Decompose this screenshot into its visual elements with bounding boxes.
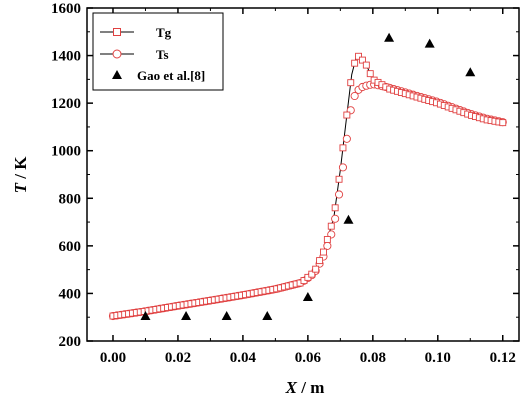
gao-point <box>384 32 395 42</box>
x-axis-title: X / m <box>285 378 325 397</box>
y-tick-label: 600 <box>59 239 82 255</box>
tg-point <box>339 144 347 152</box>
tg-point <box>499 119 507 127</box>
legend-circle-marker <box>112 49 122 59</box>
gao-point <box>302 291 313 301</box>
x-tick-label: 0.02 <box>165 350 191 366</box>
y-tick-label: 1600 <box>51 1 81 17</box>
y-tick-label: 800 <box>59 191 82 207</box>
ts-point <box>335 190 344 199</box>
legend-label-tg: Tg <box>156 25 172 40</box>
tg-point <box>316 257 324 265</box>
x-axis-unit: / m <box>297 378 324 397</box>
tg-point <box>335 175 343 183</box>
y-tick-label: 200 <box>59 334 82 350</box>
x-tick-label: 0.04 <box>230 350 257 366</box>
legend-item-ts: Ts <box>100 47 169 62</box>
legend: Tg Ts Gao et al.[8] <box>92 12 224 91</box>
axis-ticks <box>87 7 519 342</box>
ts-point <box>338 163 348 172</box>
x-tick-label: 0.10 <box>425 350 451 366</box>
gao-point <box>140 311 151 321</box>
y-axis-var: T <box>11 182 30 193</box>
tg-point <box>358 56 366 64</box>
y-tick-labels: 200 400 600 800 1000 1200 1400 1600 <box>51 1 81 350</box>
legend-square-marker <box>113 28 121 36</box>
ts-point <box>350 91 359 101</box>
x-axis-var: X <box>285 378 298 397</box>
y-tick-label: 1200 <box>51 96 81 112</box>
tg-point <box>320 248 327 256</box>
gao-point <box>221 311 232 321</box>
gao-point <box>181 311 192 321</box>
legend-item-tg: Tg <box>100 25 172 40</box>
tg-point <box>351 59 359 67</box>
x-tick-labels: 0.00 0.02 0.04 0.06 0.08 0.10 0.12 <box>100 350 516 366</box>
tg-point <box>355 52 362 60</box>
gao-point <box>424 38 435 48</box>
ts-point <box>331 214 340 223</box>
gao-point <box>465 67 476 77</box>
legend-label-gao: Gao et al.[8] <box>137 68 205 83</box>
y-axis-unit: / K <box>11 156 30 183</box>
tg-point <box>347 79 355 87</box>
tg-point <box>362 61 370 69</box>
y-tick-label: 400 <box>59 286 82 302</box>
tg-point <box>323 236 331 243</box>
gao-point <box>343 214 354 224</box>
x-tick-label: 0.08 <box>360 350 386 366</box>
y-tick-label: 1400 <box>51 49 81 65</box>
tg-point <box>343 111 351 119</box>
ts-point <box>323 241 332 250</box>
y-axis-title: T / K <box>11 156 30 194</box>
tg-point <box>308 270 316 278</box>
x-tick-label: 0.12 <box>490 350 516 366</box>
x-tick-label: 0.00 <box>100 350 126 366</box>
y-tick-label: 1000 <box>51 144 81 160</box>
x-tick-label: 0.06 <box>295 350 322 366</box>
legend-item-gao: Gao et al.[8] <box>112 68 205 83</box>
legend-label-ts: Ts <box>156 47 169 62</box>
legend-triangle-marker <box>112 70 122 79</box>
tg-point <box>312 265 320 273</box>
tg-point <box>331 204 339 212</box>
tg-point <box>366 70 374 78</box>
gao-point <box>262 311 273 321</box>
tg-point <box>327 222 335 230</box>
ts-point <box>342 134 351 143</box>
series-layer <box>108 32 507 321</box>
